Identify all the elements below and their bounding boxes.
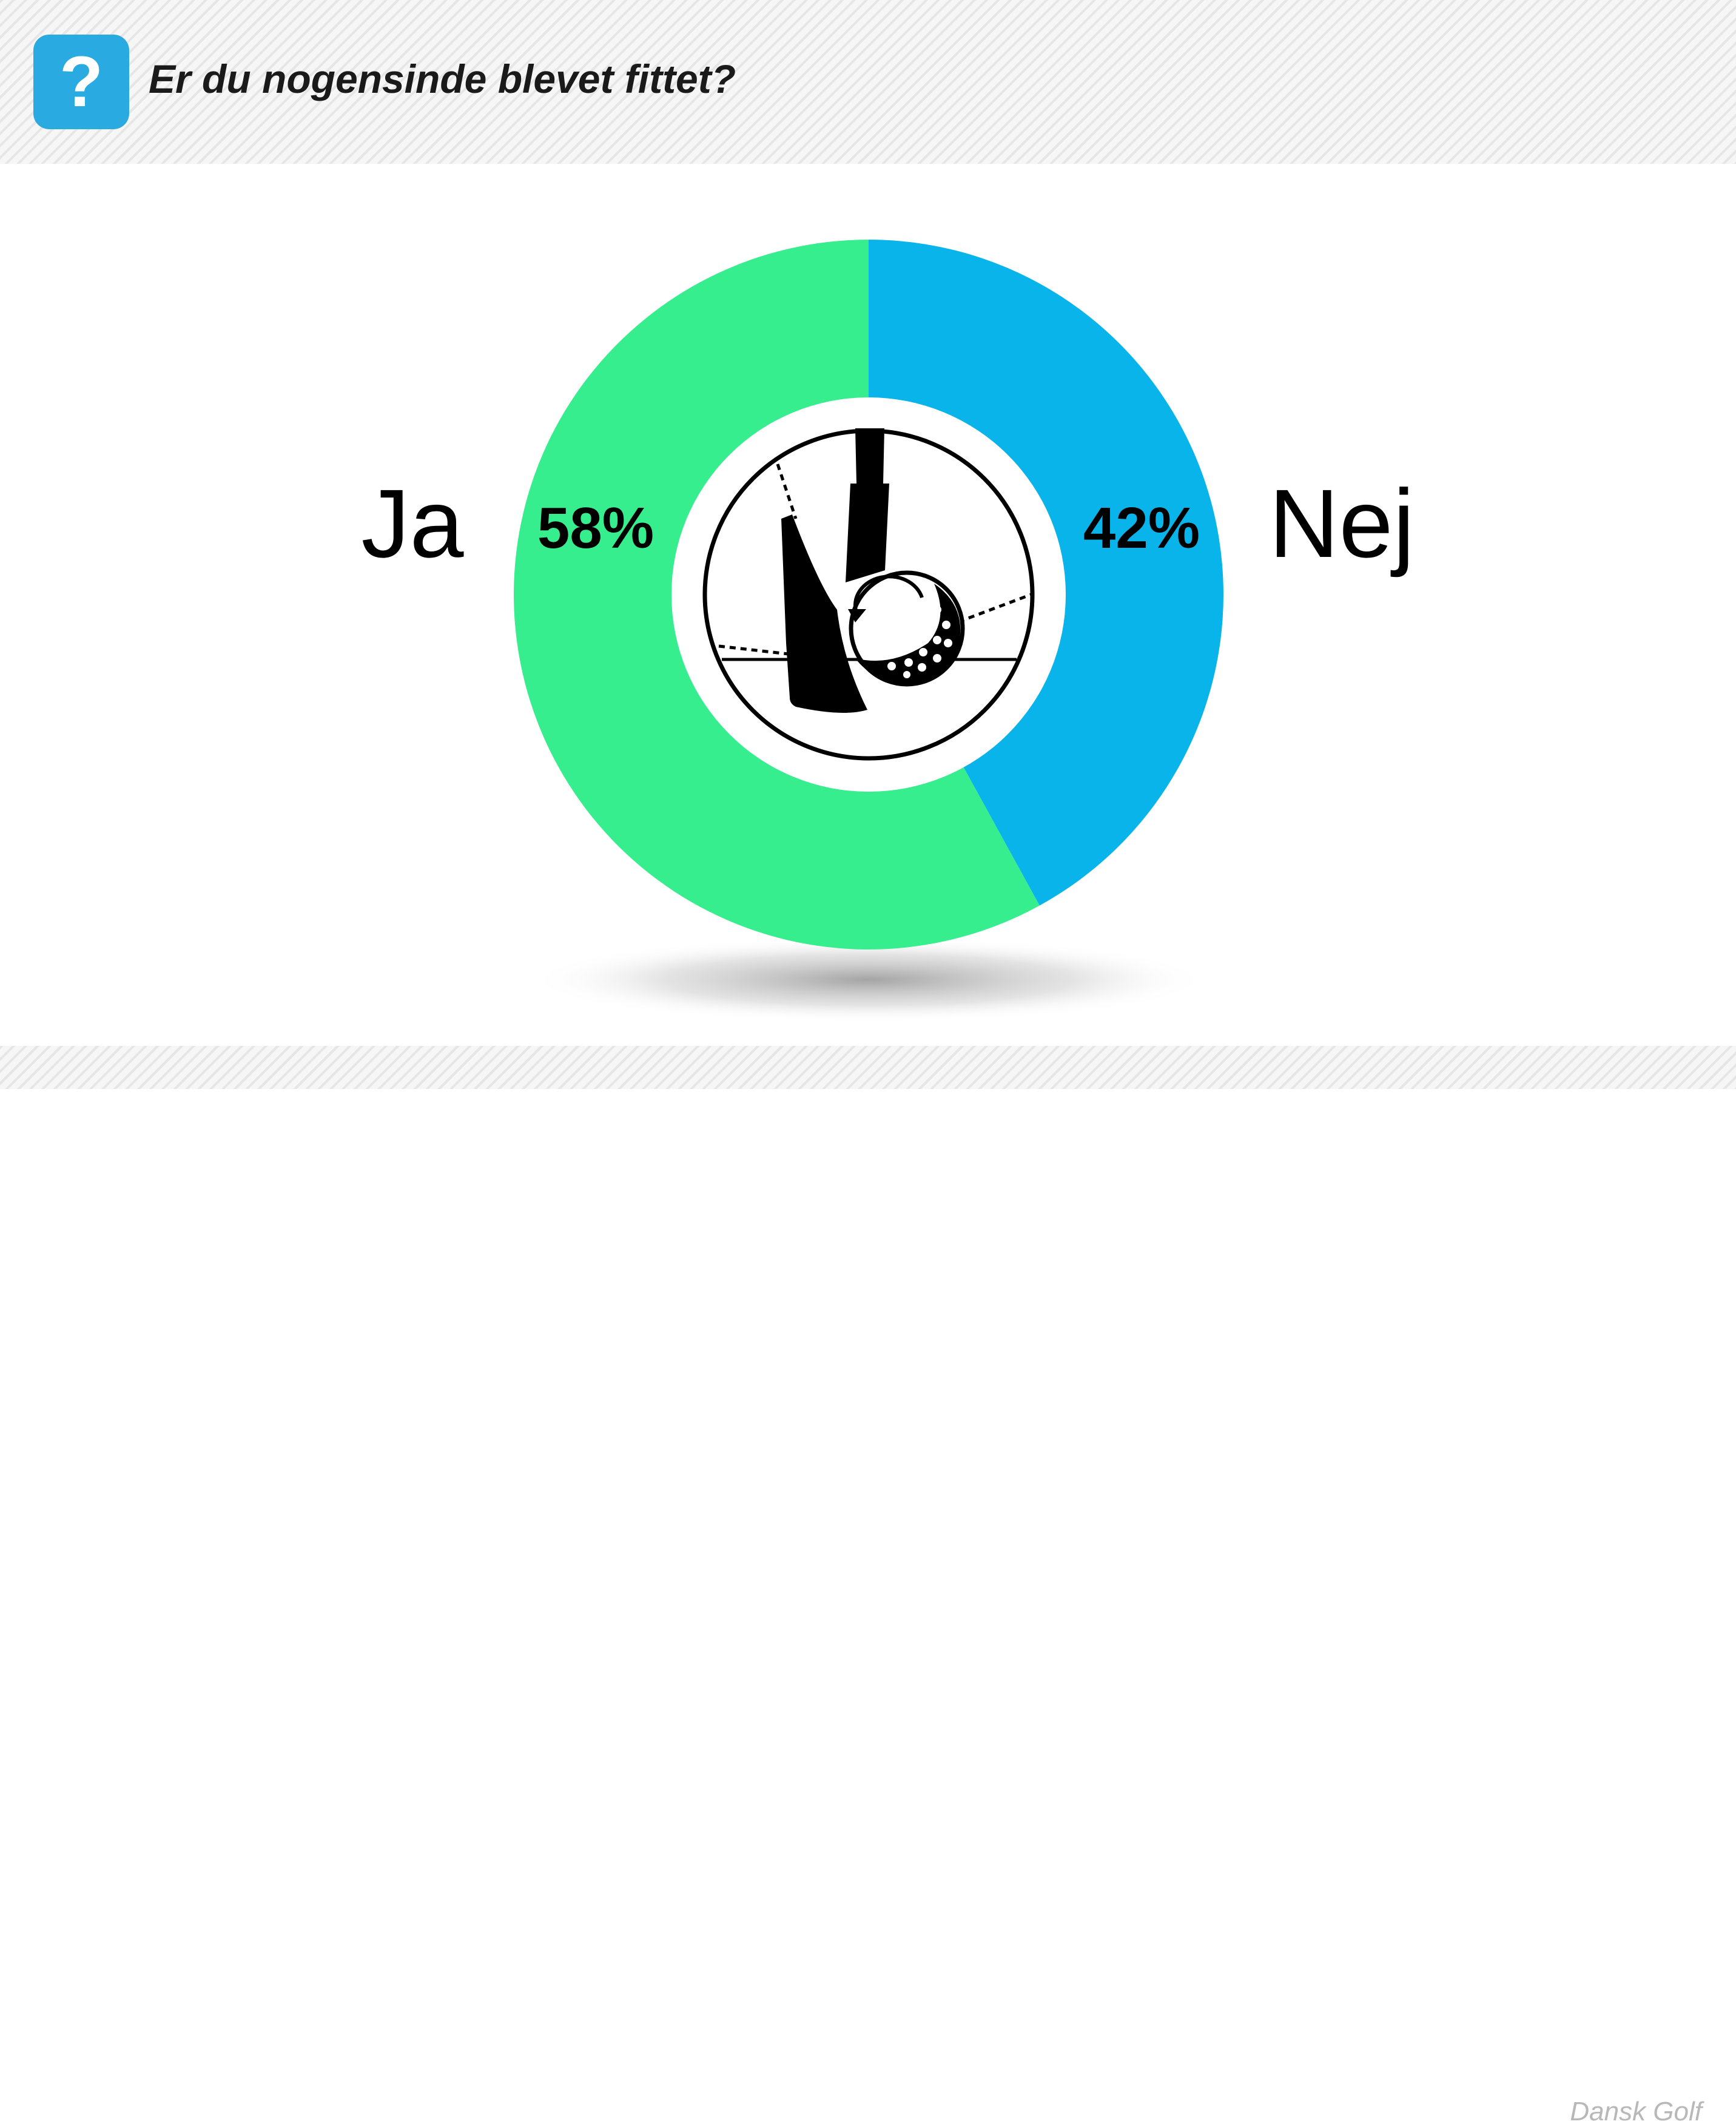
- donut-chart: 58% 42% Ja Nej: [362, 240, 1415, 1022]
- chart-title: Er du nogensinde blevet fittet?: [149, 56, 736, 101]
- question-icon: ?: [33, 35, 129, 129]
- golf-club-and-ball-icon: [702, 428, 1035, 761]
- category-label-nej: Nej: [1269, 469, 1415, 578]
- value-label-nej: 42%: [1083, 496, 1200, 561]
- chart-shadow: [529, 937, 1208, 1022]
- footer-band: Dansk Golf: [0, 1046, 1736, 2126]
- brand-label: Dansk Golf: [1570, 2097, 1702, 2126]
- header-band: ? Er du nogensinde blevet fittet?: [0, 0, 1736, 164]
- value-label-ja: 58%: [537, 496, 654, 561]
- category-label-ja: Ja: [362, 469, 464, 578]
